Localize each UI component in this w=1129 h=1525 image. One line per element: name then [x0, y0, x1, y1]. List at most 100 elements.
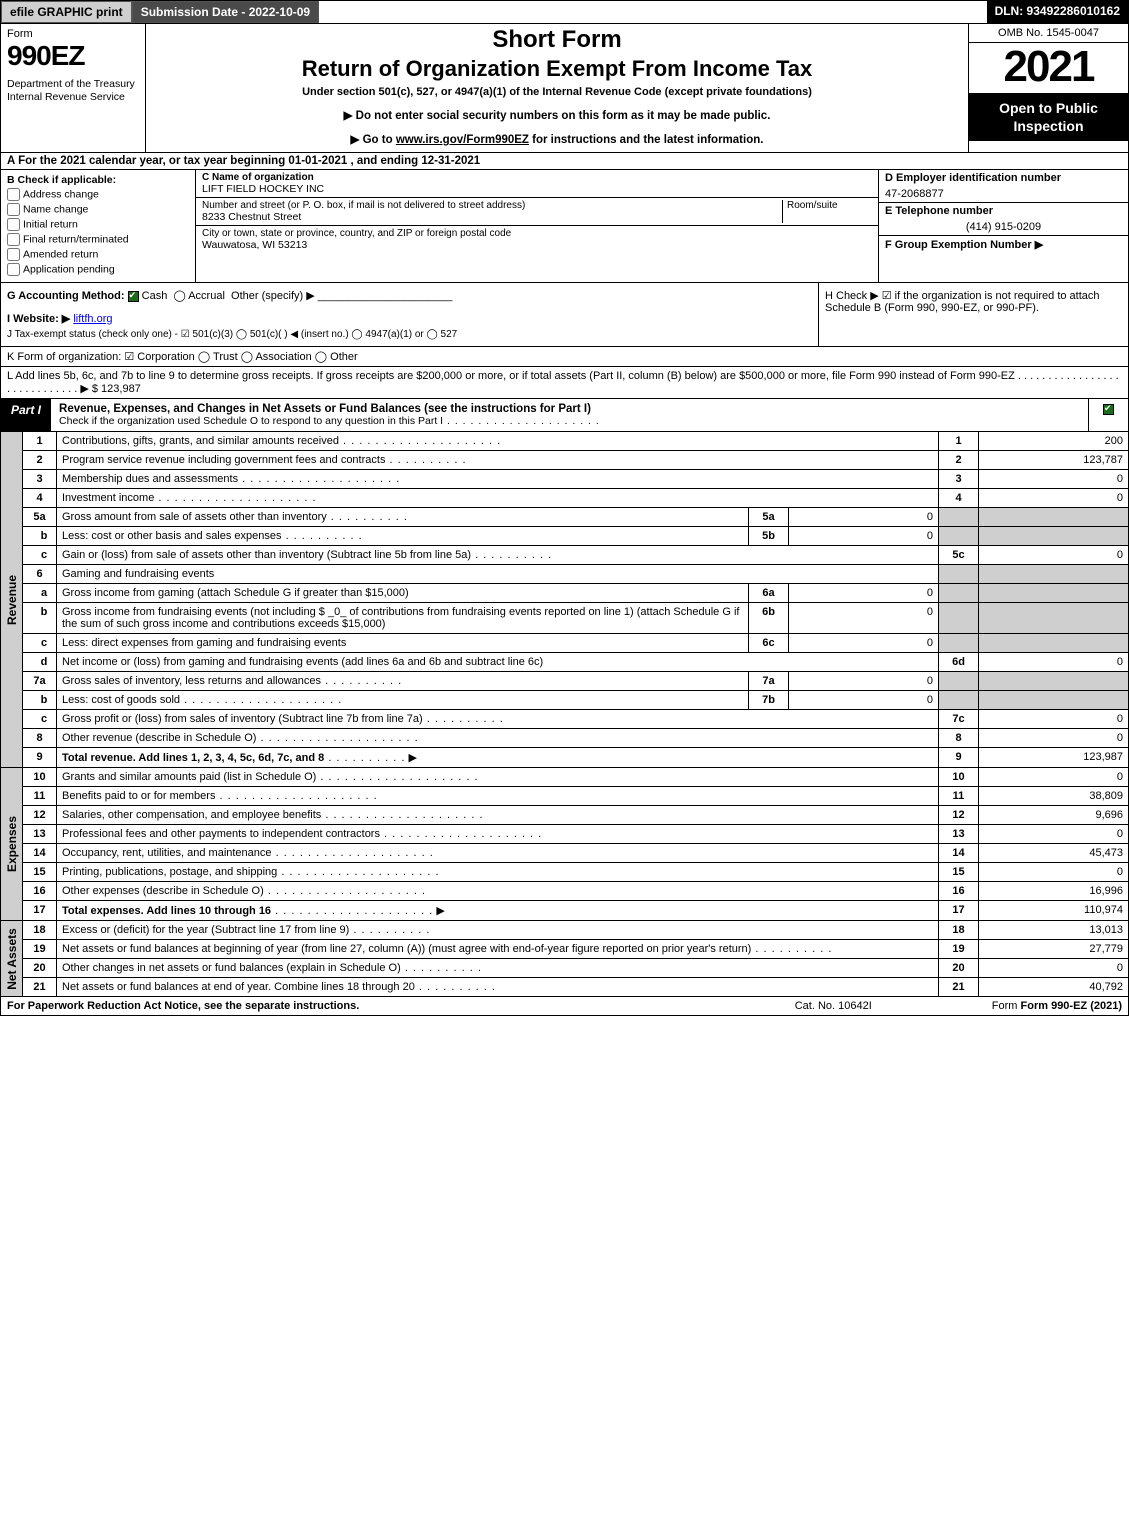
l7b-sh1 [939, 691, 979, 710]
l5b-sh2 [979, 527, 1129, 546]
l7a-in: 7a [749, 672, 789, 691]
l21-desc: Net assets or fund balances at end of ye… [62, 981, 415, 993]
revenue-section: Revenue 1Contributions, gifts, grants, a… [0, 432, 1129, 768]
l7b-num: b [23, 691, 57, 710]
l7c-desc: Gross profit or (loss) from sales of inv… [62, 713, 423, 725]
l5c-num: c [23, 546, 57, 565]
e-tel-lbl: E Telephone number [885, 205, 993, 217]
chk-initial-return[interactable] [7, 218, 20, 231]
website-link[interactable]: liftfh.org [73, 313, 112, 325]
l5b-num: b [23, 527, 57, 546]
opt-amended-return: Amended return [23, 248, 98, 260]
l19-val: 27,779 [979, 940, 1129, 959]
open-to-public: Open to Public Inspection [969, 93, 1128, 141]
l9-arrow-icon [405, 752, 417, 764]
info-row: B Check if applicable: Address change Na… [0, 170, 1129, 283]
page-footer: For Paperwork Reduction Act Notice, see … [0, 997, 1129, 1016]
l3-val: 0 [979, 470, 1129, 489]
l6-sh2 [979, 565, 1129, 584]
l16-val: 16,996 [979, 882, 1129, 901]
footer-formref: Form Form 990-EZ (2021) [992, 1000, 1122, 1012]
instruction-1: ▶ Do not enter social security numbers o… [152, 108, 962, 122]
l9-desc: Total revenue. Add lines 1, 2, 3, 4, 5c,… [62, 752, 324, 764]
tel-value: (414) 915-0209 [879, 219, 1128, 236]
tax-year: 2021 [969, 43, 1128, 93]
l13-val: 0 [979, 825, 1129, 844]
l6-sh1 [939, 565, 979, 584]
chk-address-change[interactable] [7, 188, 20, 201]
l6d-rn: 6d [939, 653, 979, 672]
l12-desc: Salaries, other compensation, and employ… [62, 809, 321, 821]
g-label: G Accounting Method: [7, 290, 125, 302]
org-address: 8233 Chestnut Street [202, 211, 782, 223]
omb-number: OMB No. 1545-0047 [969, 24, 1128, 43]
expenses-side-text: Expenses [5, 816, 19, 872]
l20-rn: 20 [939, 959, 979, 978]
l8-val: 0 [979, 729, 1129, 748]
l16-desc: Other expenses (describe in Schedule O) [62, 885, 264, 897]
l4-rn: 4 [939, 489, 979, 508]
row-l: L Add lines 5b, 6c, and 7b to line 9 to … [0, 367, 1129, 399]
submission-date-button[interactable]: Submission Date - 2022-10-09 [132, 1, 319, 23]
l6d-desc: Net income or (loss) from gaming and fun… [57, 653, 939, 672]
l14-rn: 14 [939, 844, 979, 863]
l5c-desc: Gain or (loss) from sale of assets other… [62, 549, 471, 561]
part1-title-text: Revenue, Expenses, and Changes in Net As… [59, 403, 591, 415]
l13-rn: 13 [939, 825, 979, 844]
l21-rn: 21 [939, 978, 979, 997]
instruction-2: ▶ Go to www.irs.gov/Form990EZ for instru… [152, 132, 962, 146]
footer-left: For Paperwork Reduction Act Notice, see … [7, 1000, 795, 1012]
l15-rn: 15 [939, 863, 979, 882]
l8-desc: Other revenue (describe in Schedule O) [62, 732, 256, 744]
part1-sub: Check if the organization used Schedule … [59, 415, 600, 427]
chk-application-pending[interactable] [7, 263, 20, 276]
l6c-sh2 [979, 634, 1129, 653]
revenue-side-text: Revenue [5, 574, 19, 624]
l6b-num: b [23, 603, 57, 634]
l12-val: 9,696 [979, 806, 1129, 825]
inst2-post: for instructions and the latest informat… [529, 134, 764, 146]
l6b-in: 6b [749, 603, 789, 634]
l5b-in: 5b [749, 527, 789, 546]
l7c-num: c [23, 710, 57, 729]
ein-value: 47-2068877 [879, 186, 1128, 203]
l6-desc: Gaming and fundraising events [57, 565, 939, 584]
chk-final-return[interactable] [7, 233, 20, 246]
l3-rn: 3 [939, 470, 979, 489]
chk-cash-icon [128, 291, 139, 302]
l20-num: 20 [23, 959, 57, 978]
part1-header: Part I Revenue, Expenses, and Changes in… [0, 399, 1129, 432]
header-left: Form 990EZ Department of the Treasury In… [1, 24, 146, 152]
revenue-side-label: Revenue [0, 432, 22, 768]
l2-val: 123,787 [979, 451, 1129, 470]
l5a-num: 5a [23, 508, 57, 527]
l7c-val: 0 [979, 710, 1129, 729]
revenue-table: 1Contributions, gifts, grants, and simil… [22, 432, 1129, 768]
chk-name-change[interactable] [7, 203, 20, 216]
l17-val: 110,974 [979, 901, 1129, 921]
org-name: LIFT FIELD HOCKEY INC [202, 183, 872, 195]
j-text: J Tax-exempt status (check only one) - ☑… [7, 329, 812, 340]
l8-rn: 8 [939, 729, 979, 748]
l18-val: 13,013 [979, 921, 1129, 940]
l11-num: 11 [23, 787, 57, 806]
l1-desc: Contributions, gifts, grants, and simila… [62, 435, 339, 447]
l13-num: 13 [23, 825, 57, 844]
l11-val: 38,809 [979, 787, 1129, 806]
return-title: Return of Organization Exempt From Incom… [152, 56, 962, 82]
row-a-tax-year: A For the 2021 calendar year, or tax yea… [0, 153, 1129, 170]
l7b-desc: Less: cost of goods sold [62, 694, 180, 706]
l5a-in: 5a [749, 508, 789, 527]
l18-num: 18 [23, 921, 57, 940]
l14-desc: Occupancy, rent, utilities, and maintena… [62, 847, 272, 859]
l4-desc: Investment income [62, 492, 154, 504]
chk-amended-return[interactable] [7, 248, 20, 261]
l1-val: 200 [979, 432, 1129, 451]
l5b-desc: Less: cost or other basis and sales expe… [62, 530, 282, 542]
l6b-iv: 0 [789, 603, 939, 634]
irs-link[interactable]: www.irs.gov/Form990EZ [396, 134, 529, 146]
l5b-sh1 [939, 527, 979, 546]
part1-title: Revenue, Expenses, and Changes in Net As… [51, 399, 1088, 431]
l2-rn: 2 [939, 451, 979, 470]
efile-print-button[interactable]: efile GRAPHIC print [1, 1, 132, 23]
